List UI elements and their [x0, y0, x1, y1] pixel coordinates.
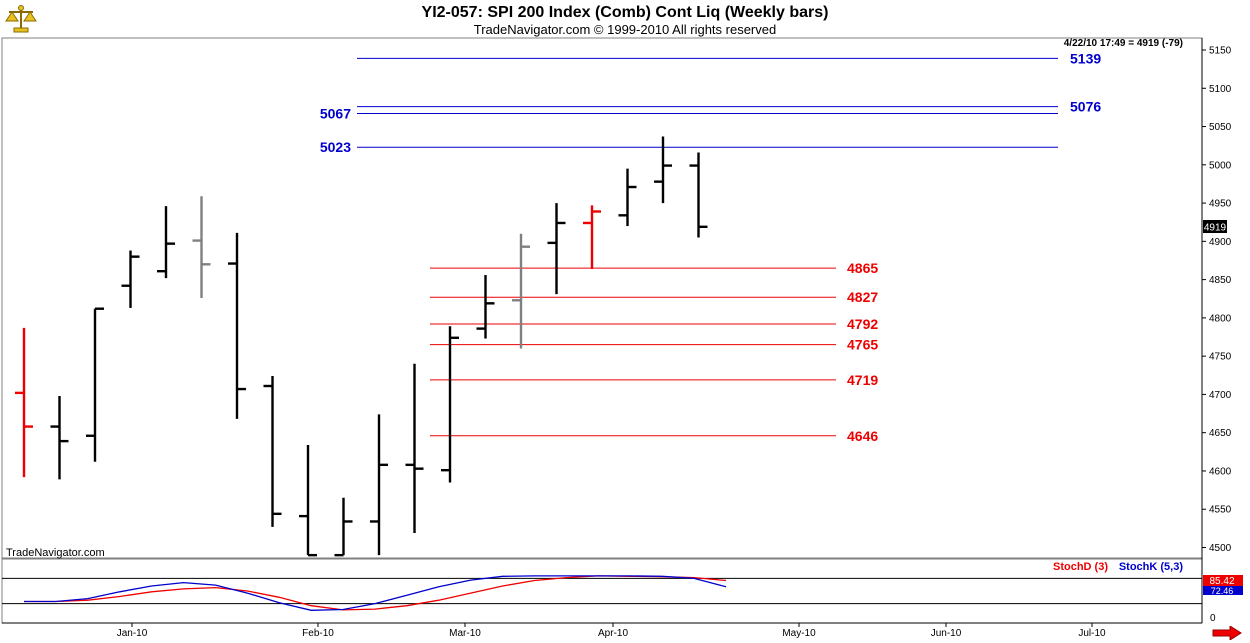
date-axis: Jan-10 Feb-10 Mar-10 Apr-10 May-10 Jun-10 Jul-…	[117, 623, 1106, 639]
ohlc-bar	[86, 307, 104, 462]
stochastic-line-blue	[24, 575, 727, 611]
ohlc-bar	[299, 444, 317, 557]
ohlc-bar	[618, 168, 637, 227]
level-label-5023: 5023	[320, 139, 351, 155]
stochk-readout: 72.46	[1211, 586, 1234, 596]
stochd-readout-box	[1203, 575, 1243, 586]
scale-logo-icon	[5, 5, 37, 33]
x-tick-label: Feb-10	[302, 628, 334, 639]
y-tick-label: 5150	[1209, 46, 1232, 57]
price-axis: 4500 4550 4600 4650 4700 4750 4800 4850 4900 4950…	[1202, 46, 1232, 554]
ohlc-bar	[512, 233, 530, 349]
level-label-4865: 4865	[847, 260, 878, 276]
x-tick-label: May-10	[782, 628, 816, 639]
y-tick-label: 4800	[1209, 313, 1232, 324]
stochastic-zero-tick: 0	[1210, 613, 1216, 624]
ohlc-bar	[654, 136, 672, 204]
level-label-4719: 4719	[847, 372, 878, 388]
ohlc-bar	[263, 376, 282, 527]
y-tick-label: 4550	[1209, 505, 1232, 516]
stochastic-pane	[2, 575, 1202, 611]
legend-stochk: StochK (5,3)	[1119, 561, 1184, 573]
level-label-5067: 5067	[320, 106, 351, 122]
x-tick-label: Apr-10	[598, 628, 628, 639]
level-label-5076: 5076	[1070, 99, 1101, 115]
x-tick-label: Jun-10	[931, 628, 962, 639]
ohlc-bar	[121, 250, 140, 308]
level-label-4646: 4646	[847, 428, 878, 444]
x-tick-label: Jan-10	[117, 628, 148, 639]
ohlc-bar	[476, 275, 495, 339]
level-label-4765: 4765	[847, 337, 878, 353]
legend-stochd: StochD (3)	[1053, 561, 1108, 573]
y-tick-label: 4600	[1209, 466, 1232, 477]
ohlc-bar	[405, 363, 424, 533]
ohlc-bar	[15, 327, 33, 478]
x-tick-label: Jul-10	[1078, 628, 1106, 639]
ohlc-bar	[334, 497, 353, 557]
right-arrow-icon[interactable]	[1212, 626, 1242, 640]
support-resistance-levels: 5139 5076 5067 5023 4865 4827 4792 4765 4719 4646	[320, 50, 1102, 443]
ohlc-bar	[157, 206, 175, 279]
last-price-marker	[1203, 220, 1227, 233]
stochd-readout: 85.42	[1209, 576, 1234, 587]
y-tick-label: 5000	[1209, 160, 1232, 171]
ohlc-bar	[689, 152, 708, 238]
level-label-4792: 4792	[847, 316, 878, 332]
y-tick-label: 5100	[1209, 84, 1232, 95]
copyright-subtitle: TradeNavigator.com © 1999-2010 All right…	[473, 22, 777, 37]
ohlc-bar	[228, 232, 246, 419]
ohlc-bar	[583, 205, 601, 269]
ohlc-bar	[441, 326, 459, 483]
ohlc-bar	[50, 395, 69, 480]
stochk-readout-box	[1203, 586, 1243, 595]
ohlc-bar	[192, 196, 211, 298]
y-tick-label: 4900	[1209, 237, 1232, 248]
quote-readout: 4/22/10 17:49 = 4919 (-79)	[1064, 38, 1183, 49]
ohlc-bar	[547, 203, 566, 295]
y-tick-label: 5050	[1209, 122, 1232, 133]
price-bars	[15, 136, 708, 557]
x-tick-label: Mar-10	[449, 628, 481, 639]
y-tick-label: 4850	[1209, 275, 1232, 286]
y-tick-label: 4700	[1209, 390, 1232, 401]
y-tick-label: 4500	[1209, 543, 1232, 554]
y-tick-label: 4950	[1209, 199, 1232, 210]
chart-title: YI2-057: SPI 200 Index (Comb) Cont Liq (…	[421, 4, 829, 21]
watermark: TradeNavigator.com	[6, 547, 105, 559]
last-price-label: 4919	[1204, 223, 1227, 234]
level-label-5139: 5139	[1070, 50, 1101, 66]
y-tick-label: 4750	[1209, 352, 1232, 363]
y-tick-label: 4650	[1209, 428, 1232, 439]
ohlc-bar	[370, 414, 388, 556]
level-label-4827: 4827	[847, 289, 878, 305]
